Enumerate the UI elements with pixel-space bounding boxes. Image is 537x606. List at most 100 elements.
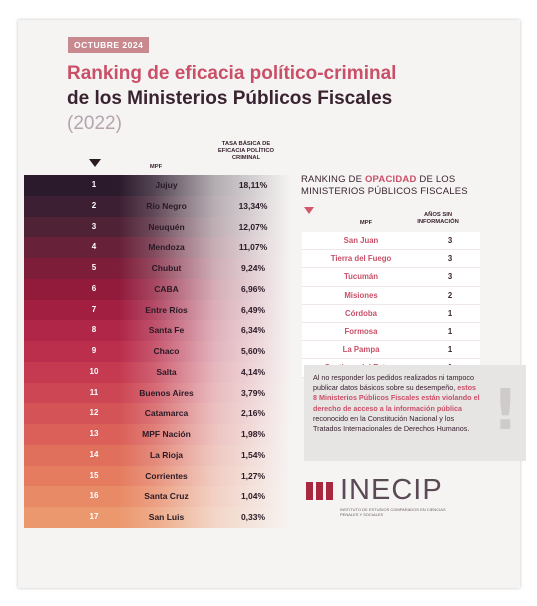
opacity-title-highlight: OPACIDAD: [364, 174, 417, 185]
rank-number: 1: [91, 180, 97, 189]
rank-cell: 15: [24, 466, 169, 487]
title-year: (2022): [67, 113, 122, 134]
rate-value: 5,60%: [240, 346, 266, 356]
opacity-title-part1: RANKING DE: [301, 174, 365, 185]
province-name: Entre Ríos: [145, 304, 188, 315]
province-name: Mendoza: [148, 242, 185, 253]
title-part2: eficacia político-criminal: [174, 63, 397, 84]
rank-cell: 7: [24, 300, 169, 321]
years-value: 3: [447, 236, 453, 245]
rank-number: 5: [91, 263, 97, 272]
rank-cell: 12: [24, 403, 169, 424]
op-col-header-years: AÑOS SIN INFORMACIÓN: [417, 212, 459, 225]
rank-number: 13: [89, 429, 99, 438]
table-row: 10 Salta 4,14%: [24, 361, 292, 383]
rank-number: 9: [91, 346, 97, 355]
rank-cell: 3: [24, 217, 169, 238]
rate-value: 6,49%: [240, 304, 266, 315]
sort-down-icon: [89, 159, 101, 167]
province-name: MPF Nación: [142, 429, 191, 439]
rank-cell: 6: [24, 279, 169, 300]
years-value: 1: [447, 308, 453, 318]
province-name: Santa Fe: [148, 325, 185, 336]
province-name: CABA: [154, 283, 179, 294]
rate-value: 2,16%: [240, 408, 266, 419]
province-name: Misiones: [344, 290, 378, 300]
rank-number: 6: [91, 283, 97, 293]
rate-value: 4,14%: [240, 366, 266, 377]
province-name: Río Negro: [146, 200, 187, 211]
table-row: 3 Neuquén 12,07%: [24, 216, 292, 238]
province-name: Salta: [156, 366, 177, 377]
table-row: 17 San Luis 0,33%: [24, 507, 292, 528]
province-name: Corrientes: [145, 470, 188, 481]
title-part1: Ranking de: [67, 63, 175, 84]
years-value: 3: [447, 272, 453, 282]
rate-value: 0,33%: [240, 512, 266, 522]
rate-value: 3,79%: [240, 387, 266, 398]
opacity-title-line2: MINISTERIOS PÚBLICOS FISCALES: [301, 186, 468, 197]
ranking-table: 1 Jujuy 18,11% 2 Río Negro 13,34% 3 Neuquén 12,0…: [24, 175, 292, 528]
rank-cell: 4: [24, 237, 169, 258]
rank-number: 11: [89, 387, 99, 397]
years-value: 3: [447, 254, 453, 264]
province-name: La Pampa: [342, 345, 380, 355]
province-name: Córdoba: [344, 308, 378, 318]
exclamation-icon: !: [492, 378, 518, 443]
table-row: 6 CABA 6,96%: [24, 278, 292, 300]
rate-value: 18,11%: [238, 180, 268, 190]
province-name: San Juan: [343, 236, 379, 245]
logo-subtitle: INSTITUTO DE ESTUDIOS COMPARADOS EN CIEN…: [340, 507, 446, 517]
rank-number: 16: [89, 491, 99, 501]
table-row: 5 Chubut 9,24%: [24, 258, 292, 279]
rank-cell: 16: [24, 486, 169, 507]
opacity-title: RANKING DE OPACIDAD DE LOS MINISTERIOS P…: [301, 174, 468, 198]
table-row: 14 La Rioja 1,54%: [24, 444, 292, 466]
page-title: Ranking de eficacia político-criminal de…: [67, 61, 396, 136]
rank-cell: 9: [24, 341, 169, 362]
rank-cell: 5: [24, 258, 169, 279]
note-text: Al no responder los pedidos realizados n…: [313, 373, 481, 434]
rank-cell: 2: [24, 196, 169, 217]
province-name: Chubut: [151, 263, 182, 273]
table-row: 2 Río Negro 13,34%: [24, 195, 292, 217]
province-name: Santa Cruz: [144, 491, 189, 502]
col-header-mpf: MPF: [149, 164, 163, 170]
rate-value: 12,07%: [238, 221, 268, 232]
province-name: Tucumán: [343, 272, 379, 282]
table-row: Córdoba 1: [302, 305, 480, 323]
table-row: La Pampa 1: [302, 341, 480, 360]
rate-value: 1,98%: [240, 429, 266, 439]
col-header-rate: TASA BÁSICA DE EFICACIA POLÍTICO CRIMINA…: [217, 141, 275, 161]
province-name: Chaco: [153, 346, 180, 356]
rate-value: 11,07%: [238, 242, 268, 253]
op-col-header-mpf: MPF: [359, 220, 373, 226]
years-value: 1: [447, 326, 453, 336]
table-row: 16 Santa Cruz 1,04%: [24, 486, 292, 507]
rank-cell: 11: [24, 383, 169, 404]
province-name: Neuquén: [148, 221, 185, 232]
note-text-after: reconocido en la Constitución Nacional y…: [313, 413, 470, 434]
logo-name: INECIP: [340, 474, 443, 506]
rank-number: 14: [89, 449, 99, 459]
infographic-card: OCTUBRE 2024 Ranking de eficacia polític…: [18, 20, 526, 588]
rate-value: 1,04%: [240, 491, 266, 502]
table-row: 12 Catamarca 2,16%: [24, 403, 292, 424]
rate-value: 6,96%: [240, 283, 266, 294]
rank-number: 15: [89, 470, 99, 480]
rank-number: 17: [89, 512, 99, 521]
years-value: 1: [447, 345, 453, 355]
rank-cell: 8: [24, 320, 169, 341]
opacity-title-part3: DE LOS: [416, 174, 456, 185]
date-badge: OCTUBRE 2024: [68, 37, 150, 53]
table-row: 8 Santa Fe 6,34%: [24, 320, 292, 341]
rank-cell: 10: [24, 362, 169, 383]
province-name: La Rioja: [149, 449, 184, 460]
rank-number: 10: [89, 366, 99, 376]
rank-cell: 14: [24, 445, 169, 466]
note-box: Al no responder los pedidos realizados n…: [304, 365, 526, 461]
table-row: Misiones 2: [302, 287, 480, 305]
province-name: Jujuy: [155, 180, 178, 190]
province-name: Tierra del Fuego: [330, 254, 392, 264]
note-text-before: Al no responder los pedidos realizados n…: [313, 373, 475, 393]
